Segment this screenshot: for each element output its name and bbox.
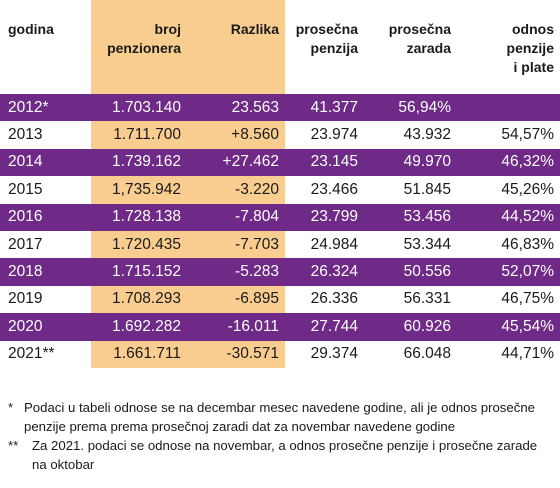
cell-zarada: 53.344: [403, 235, 451, 253]
cell-odnos: 54,57%: [501, 126, 554, 144]
cell-broj: 1.708.293: [112, 290, 181, 308]
cell-broj: 1.711.700: [113, 126, 181, 144]
cell-broj: 1.739.162: [91, 148, 187, 177]
cell-zarada: 49.970: [364, 148, 457, 177]
highlight-column-background: [91, 0, 285, 368]
footnotes: * Podaci u tabeli odnose se na decembar …: [8, 398, 553, 474]
cell-zarada: 56.331: [403, 290, 451, 308]
cell-odnos: 44,52%: [457, 203, 560, 231]
cell-razlika: -6.895: [235, 290, 279, 308]
cell-penzija: 26.336: [310, 290, 358, 308]
cell-broj: 1.692.282: [91, 313, 187, 341]
cell-godina: 2020: [0, 313, 91, 341]
table-row: 2018 1.715.152 -5.283 26.324 50.556 52,07%: [0, 258, 560, 286]
cell-penzija: 27.744: [285, 313, 364, 341]
cell-odnos: [457, 94, 560, 122]
cell-godina: 2021**: [8, 345, 55, 363]
cell-penzija: 26.324: [285, 258, 364, 286]
cell-zarada: 60.926: [364, 313, 457, 341]
cell-godina: 2019: [8, 290, 43, 308]
cell-odnos: 52,07%: [457, 258, 560, 286]
cell-broj: 1.728.138: [91, 203, 187, 231]
cell-godina: 2018: [0, 258, 91, 286]
cell-broj: 1.661.711: [113, 345, 181, 363]
cell-razlika: -30.571: [226, 345, 279, 363]
cell-odnos: 44,71%: [501, 345, 554, 363]
cell-broj: 1.720.435: [112, 235, 181, 253]
cell-penzija: 23.145: [285, 148, 364, 177]
cell-zarada: 51.845: [403, 180, 451, 198]
cell-broj: 1.703.140: [91, 94, 187, 122]
cell-broj: 1,735.942: [112, 180, 181, 198]
table-row: 2013 1.711.700 +8.560 23.974 43.932 54,57%: [0, 121, 560, 148]
footnote-2: ** Za 2021. podaci se odnose na novembar…: [8, 438, 538, 472]
header-broj-penzionera: broj penzionera: [107, 21, 181, 56]
cell-zarada: 53.456: [364, 203, 457, 231]
cell-razlika: -3.220: [235, 180, 279, 198]
cell-broj: 1.715.152: [91, 258, 187, 286]
table-row: 2012* 1.703.140 23.563 41.377 56,94%: [0, 94, 560, 122]
cell-zarada: 56,94%: [364, 94, 457, 122]
cell-razlika: 23.563: [187, 94, 285, 122]
table-row: 2015 1,735.942 -3.220 23.466 51.845 45,26%: [0, 176, 560, 203]
cell-godina: 2017: [8, 235, 43, 253]
cell-odnos: 46,32%: [457, 148, 560, 177]
cell-penzija: 23.466: [310, 180, 358, 198]
table-row: 2016 1.728.138 -7.804 23.799 53.456 44,52%: [0, 203, 560, 231]
header-razlika: Razlika: [230, 21, 279, 37]
table-row: 2020 1.692.282 -16.011 27.744 60.926 45,54%: [0, 313, 560, 341]
header-odnos: odnos penzije i plate: [506, 21, 554, 75]
cell-godina: 2014: [0, 148, 91, 177]
table-row: 2014 1.739.162 +27.462 23.145 49.970 46,32%: [0, 148, 560, 177]
cell-godina: 2012*: [0, 94, 91, 122]
header-godina: godina: [8, 21, 54, 37]
table-header-row: godina broj penzionera Razlika prosečna pe…: [0, 0, 560, 94]
cell-zarada: 50.556: [364, 258, 457, 286]
cell-godina: 2013: [8, 126, 43, 144]
cell-razlika: -7.703: [235, 235, 279, 253]
cell-penzija: 24.984: [310, 235, 358, 253]
cell-razlika: -16.011: [187, 313, 285, 341]
footnote-1: * Podaci u tabeli odnose se na decembar …: [8, 400, 535, 434]
cell-penzija: 29.374: [310, 345, 358, 363]
pension-table: godina broj penzionera Razlika prosečna pe…: [0, 0, 560, 368]
cell-razlika: -7.804: [187, 203, 285, 231]
cell-penzija: 23.974: [310, 126, 358, 144]
cell-odnos: 45,54%: [457, 313, 560, 341]
cell-odnos: 46,83%: [501, 235, 554, 253]
header-prosecna-zarada: prosečna zarada: [388, 21, 451, 56]
cell-razlika: -5.283: [187, 258, 285, 286]
cell-penzija: 23.799: [285, 203, 364, 231]
table-row: 2019 1.708.293 -6.895 26.336 56.331 46,75%: [0, 286, 560, 313]
cell-zarada: 43.932: [403, 126, 451, 144]
cell-penzija: 41.377: [285, 94, 364, 122]
cell-godina: 2015: [8, 180, 43, 198]
cell-razlika: +27.462: [187, 148, 285, 177]
cell-odnos: 45,26%: [501, 180, 554, 198]
cell-zarada: 66.048: [403, 345, 451, 363]
cell-razlika: +8.560: [231, 126, 279, 144]
table-row: 2021** 1.661.711 -30.571 29.374 66.048 44,71%: [0, 341, 560, 368]
cell-odnos: 46,75%: [501, 290, 554, 308]
header-prosecna-penzija: prosečna penzija: [295, 21, 358, 56]
table-row: 2017 1.720.435 -7.703 24.984 53.344 46,83%: [0, 231, 560, 258]
cell-godina: 2016: [0, 203, 91, 231]
